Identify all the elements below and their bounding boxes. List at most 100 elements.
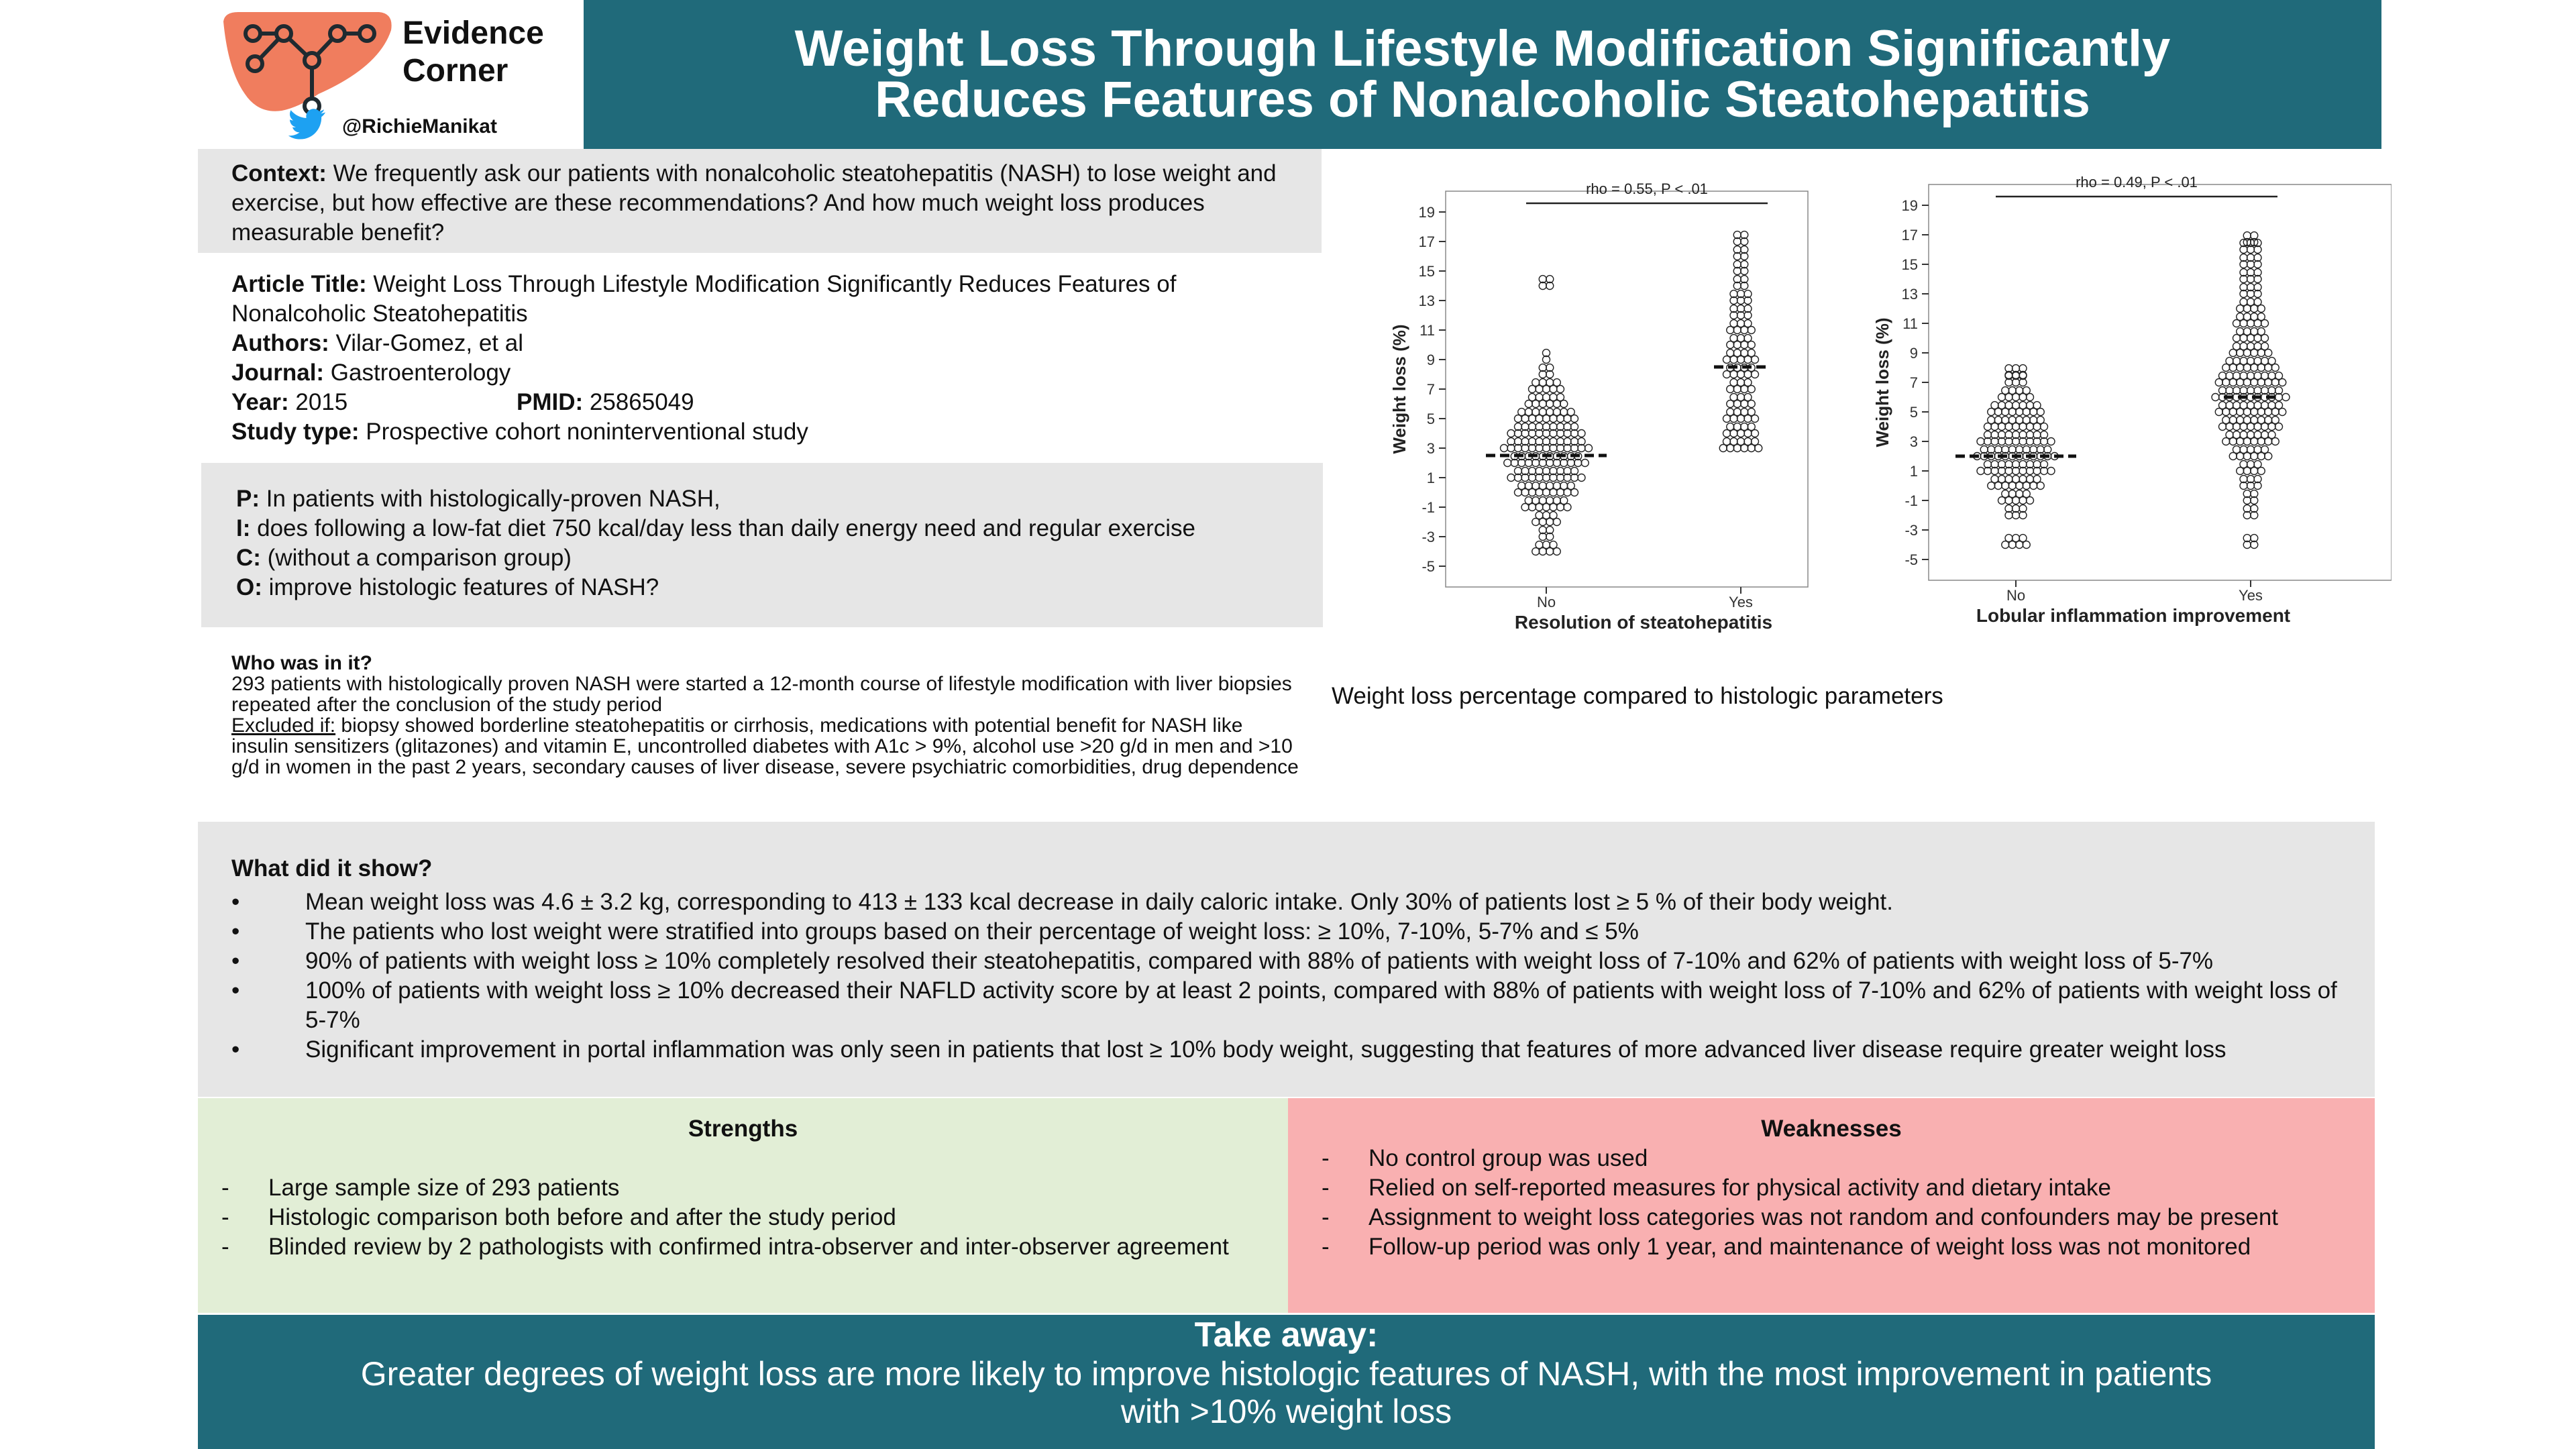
data-point xyxy=(2264,363,2273,372)
data-point xyxy=(1733,348,1741,358)
data-point xyxy=(2022,489,2031,498)
data-point xyxy=(1747,399,1756,409)
y-axis-label: Weight loss (%) xyxy=(1872,317,1892,447)
data-point xyxy=(1743,392,1752,402)
context-label: Context: xyxy=(231,160,327,186)
pico-i-label: I: xyxy=(236,515,251,541)
data-point xyxy=(2025,496,2035,505)
data-point xyxy=(1570,466,1579,476)
data-point xyxy=(1997,392,2006,402)
data-point xyxy=(2264,415,2273,425)
weakness-item: - No control group was used xyxy=(1322,1144,2341,1173)
y-tick-label: 1 xyxy=(1427,470,1435,486)
data-point xyxy=(2001,489,2010,498)
data-point xyxy=(1733,407,1741,417)
data-point xyxy=(1570,488,1579,497)
data-point xyxy=(2278,378,2287,387)
data-point xyxy=(1532,399,1540,409)
study-type-label: Study type: xyxy=(231,419,360,445)
data-point xyxy=(2008,407,2017,417)
chart-caption: Weight loss percentage compared to histo… xyxy=(1332,683,1943,709)
data-point xyxy=(1517,481,1526,490)
data-point xyxy=(2232,333,2241,343)
data-point xyxy=(1987,407,1996,417)
annotation-label: rho = 0.55, P < .01 xyxy=(1586,180,1708,197)
data-point xyxy=(1729,355,1738,364)
data-point xyxy=(2264,378,2273,387)
data-point xyxy=(2253,445,2262,454)
data-point xyxy=(2253,282,2262,292)
data-point xyxy=(1556,384,1565,394)
data-point xyxy=(2019,533,2027,543)
dash-marker: - xyxy=(1322,1175,1330,1201)
results-heading: What did it show? xyxy=(231,855,433,881)
data-point xyxy=(2243,378,2251,387)
data-point xyxy=(2008,415,2017,425)
data-point xyxy=(2264,348,2273,358)
data-point xyxy=(1994,407,2002,417)
results-box: What did it show? • Mean weight loss was … xyxy=(198,822,2375,1097)
data-point xyxy=(2239,400,2248,410)
context-text: We frequently ask our patients with nona… xyxy=(231,160,1277,246)
data-point xyxy=(2253,253,2262,262)
strengths-heading: Strengths xyxy=(688,1116,798,1142)
data-point xyxy=(1743,289,1752,299)
result-text: Mean weight loss was 4.6 ± 3.2 kg, corre… xyxy=(305,889,1893,915)
data-point xyxy=(1524,496,1533,505)
plot-frame xyxy=(1445,191,1809,588)
twitter-bird-icon[interactable] xyxy=(288,109,326,140)
data-point xyxy=(2253,422,2262,431)
data-point xyxy=(1513,414,1523,423)
data-point xyxy=(2229,451,2237,461)
data-point xyxy=(2253,430,2262,439)
data-point xyxy=(2047,466,2055,476)
data-point xyxy=(2229,437,2237,446)
y-tick-label: -1 xyxy=(1421,499,1435,516)
y-tick-label: -5 xyxy=(1421,558,1435,575)
data-point xyxy=(1990,422,1999,431)
data-point xyxy=(2039,430,2049,439)
pico-p: P: In patients with histologically-prove… xyxy=(236,484,1288,514)
data-point xyxy=(2250,407,2259,417)
data-point xyxy=(1736,414,1746,423)
data-point xyxy=(1726,399,1735,409)
data-point xyxy=(2243,415,2251,425)
data-point xyxy=(1542,384,1551,394)
data-point xyxy=(1552,481,1561,490)
data-point xyxy=(2236,312,2245,321)
data-point xyxy=(2239,445,2248,454)
takeaway-box: Take away: Greater degrees of weight los… xyxy=(198,1315,2375,1449)
data-point xyxy=(2250,489,2259,498)
data-point xyxy=(2015,407,2024,417)
data-point xyxy=(1527,392,1537,402)
twitter-handle[interactable]: @RichieManikat xyxy=(342,115,497,138)
data-point xyxy=(1546,370,1554,379)
data-point xyxy=(1503,458,1512,468)
data-point xyxy=(1743,319,1752,328)
brand-name: Evidence Corner xyxy=(402,15,544,89)
data-point xyxy=(1524,399,1533,409)
data-point xyxy=(2239,319,2248,328)
data-point xyxy=(1538,399,1547,409)
data-point xyxy=(1740,274,1749,284)
data-point xyxy=(2250,451,2259,461)
data-point xyxy=(1740,245,1749,254)
data-point xyxy=(2246,333,2255,343)
data-point xyxy=(1527,488,1537,497)
data-point xyxy=(2008,489,2017,498)
data-point xyxy=(1740,266,1749,276)
data-point xyxy=(2239,356,2248,366)
y-tick-label: 17 xyxy=(1419,233,1435,250)
data-point xyxy=(1532,407,1540,417)
journal-row: Journal: Gastroenterology xyxy=(231,358,1288,388)
data-point xyxy=(1997,400,2006,410)
excluded-label: Excluded if: xyxy=(231,714,336,737)
page-title: Weight Loss Through Lifestyle Modificati… xyxy=(794,20,2171,128)
year-label: Year: xyxy=(231,389,289,415)
data-point xyxy=(2229,415,2237,425)
data-point xyxy=(1736,370,1746,379)
data-point xyxy=(1997,474,2006,484)
data-point xyxy=(2257,312,2265,321)
weakness-text: Follow-up period was only 1 year, and ma… xyxy=(1368,1234,2251,1260)
bullet-marker: • xyxy=(231,977,240,1004)
